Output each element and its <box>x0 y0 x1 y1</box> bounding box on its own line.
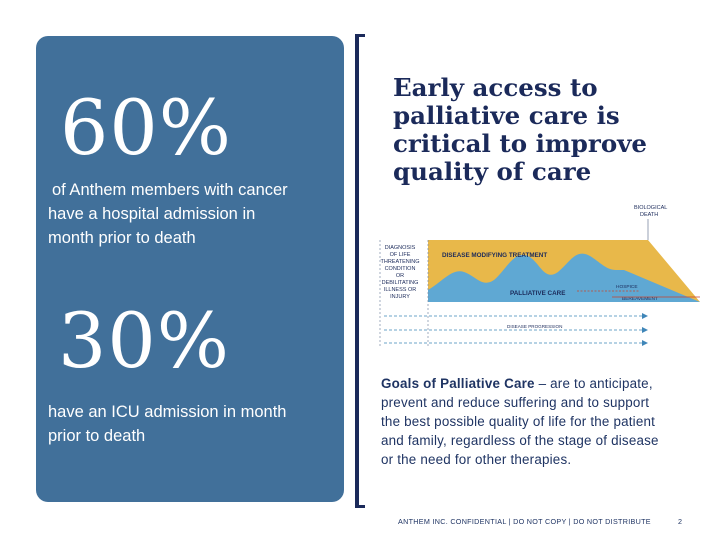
arrow-head-2 <box>642 327 648 333</box>
diagnosis-label-5: OR <box>396 273 404 279</box>
goals-line-5: or the need for other therapies. <box>381 452 572 467</box>
headline-line-3: critical to improve <box>393 129 648 158</box>
headline-line-1: Early access to <box>393 73 598 102</box>
diagnosis-label-6: DEBILITATING <box>382 280 419 286</box>
headline: Early access to palliative care is criti… <box>393 74 693 186</box>
stat-60-line-3: month prior to death <box>48 229 196 247</box>
goals-line-3: the best possible quality of life for th… <box>381 414 656 429</box>
goals-intro: – are to anticipate, <box>534 376 653 391</box>
divider-bracket <box>355 34 365 508</box>
diagnosis-label-2: OF LIFE <box>390 252 411 258</box>
arrow-head-3 <box>642 340 648 346</box>
hospice-label: HOSPICE <box>616 284 638 290</box>
palliative-care-diagram: BIOLOGICAL DEATH DISEASE MODIFYING TREAT… <box>379 205 700 346</box>
goals-paragraph: Goals of Palliative Care – are to antici… <box>381 374 681 469</box>
stat-30-value: 30% <box>58 296 230 385</box>
bereavement-label: BEREAVEMENT <box>622 296 658 302</box>
goals-line-1: Goals of Palliative Care – are to antici… <box>381 374 681 393</box>
headline-line-4: quality of care <box>393 157 592 186</box>
diagnosis-label-7: ILLNESS OR <box>384 287 416 293</box>
stat-60-description: of Anthem members with cancer have a hos… <box>48 178 288 250</box>
diagnosis-label-1: DIAGNOSIS <box>385 245 416 251</box>
stat-60-value: 60% <box>60 83 232 172</box>
confidential-footer: ANTHEM INC. CONFIDENTIAL | DO NOT COPY |… <box>398 517 651 526</box>
palliative-care-area <box>428 253 700 302</box>
stat-60-line-1: of Anthem members with cancer <box>52 181 288 199</box>
stat-60-line-2: have a hospital admission in <box>48 205 256 223</box>
arrow-head-1 <box>642 313 648 319</box>
goals-title: Goals of Palliative Care <box>381 376 535 391</box>
stat-30-description: have an ICU admission in month prior to … <box>48 400 286 448</box>
headline-line-2: palliative care is <box>393 101 620 130</box>
disease-modifying-label: DISEASE MODIFYING TREATMENT <box>442 252 547 259</box>
diagnosis-label-3: THREATENING <box>380 259 419 265</box>
stats-panel <box>36 36 344 502</box>
palliative-care-label: PALLIATIVE CARE <box>510 290 565 297</box>
goals-line-2: prevent and reduce suffering and to supp… <box>381 395 650 410</box>
biological-death-label-2: DEATH <box>640 212 658 218</box>
stat-30-line-2: prior to death <box>48 427 146 445</box>
diagnosis-label-8: INJURY <box>390 294 410 300</box>
disease-progression-label: DISEASE PROGRESSION <box>507 324 562 329</box>
biological-death-label-1: BIOLOGICAL <box>634 205 667 211</box>
diagnosis-label-4: CONDITION <box>385 266 416 272</box>
goals-line-4: and family, regardless of the stage of d… <box>381 433 659 448</box>
page-number: 2 <box>678 517 682 526</box>
stat-30-line-1: have an ICU admission in month <box>48 403 287 421</box>
